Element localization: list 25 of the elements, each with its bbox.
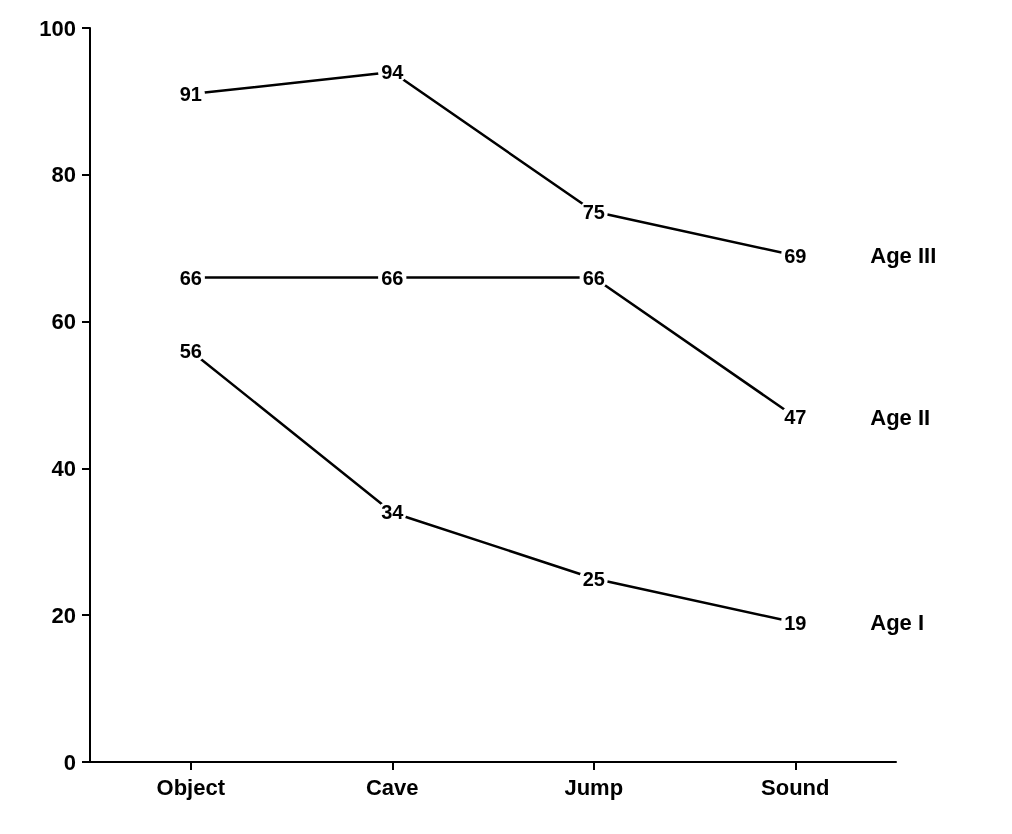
data-label: 66 [582, 266, 605, 289]
data-label: 69 [784, 244, 807, 267]
text: Age II [870, 404, 931, 430]
data-label: 66 [179, 266, 202, 289]
y-tick-label: 0 [63, 749, 76, 775]
y-tick-label: 60 [51, 309, 76, 335]
x-tick-label: Jump [564, 774, 624, 800]
data-label: 94 [381, 61, 405, 84]
y-tick-label: 40 [51, 455, 76, 481]
x-tick-label: Cave [365, 774, 419, 800]
x-tick-label: Sound [761, 774, 830, 800]
data-label: 91 [179, 83, 202, 106]
text: Age I [870, 610, 925, 636]
y-tick-label: 100 [39, 15, 76, 41]
x-tick-label: Object [156, 774, 226, 800]
data-label: 75 [582, 200, 605, 223]
data-label: 47 [784, 406, 807, 429]
y-tick-label: 80 [51, 162, 76, 188]
data-label: 34 [381, 501, 405, 524]
data-label: 56 [179, 339, 202, 362]
text: Age III [870, 243, 937, 269]
y-tick-label: 20 [51, 602, 76, 628]
data-label: 66 [381, 266, 404, 289]
data-label: 19 [784, 611, 807, 634]
data-label: 25 [582, 567, 605, 590]
